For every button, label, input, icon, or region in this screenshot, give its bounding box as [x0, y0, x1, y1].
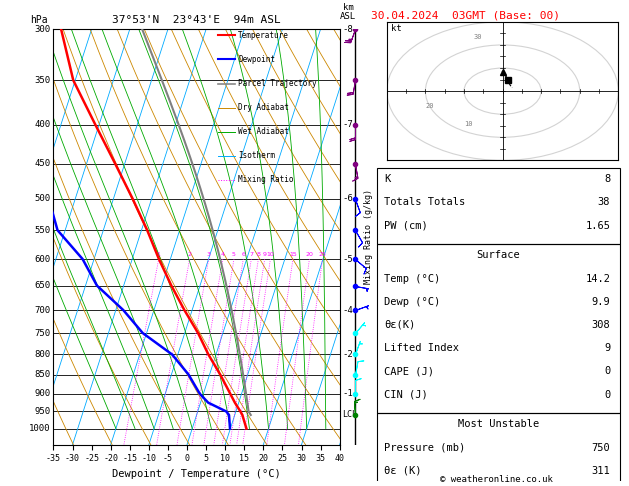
Text: 5: 5 [232, 252, 236, 257]
Text: 4: 4 [221, 252, 225, 257]
Text: 350: 350 [35, 76, 50, 85]
Text: -7: -7 [343, 120, 353, 129]
Text: hPa: hPa [31, 15, 48, 25]
Text: CIN (J): CIN (J) [384, 390, 428, 399]
Text: 9: 9 [604, 343, 610, 353]
Text: Temperature: Temperature [238, 31, 289, 40]
Text: θε (K): θε (K) [384, 466, 421, 476]
Text: 0: 0 [604, 390, 610, 399]
Text: LCL: LCL [343, 411, 357, 419]
Text: Parcel Trajectory: Parcel Trajectory [238, 79, 316, 88]
Text: 8: 8 [604, 174, 610, 184]
Text: 9: 9 [263, 252, 267, 257]
Text: Isotherm: Isotherm [238, 152, 275, 160]
Text: 1000: 1000 [29, 424, 50, 433]
Text: 30.04.2024  03GMT (Base: 00): 30.04.2024 03GMT (Base: 00) [371, 11, 560, 21]
Text: Dry Adiabat: Dry Adiabat [238, 103, 289, 112]
Text: 750: 750 [35, 329, 50, 338]
X-axis label: Dewpoint / Temperature (°C): Dewpoint / Temperature (°C) [112, 469, 281, 479]
Text: 0: 0 [604, 366, 610, 377]
Text: Most Unstable: Most Unstable [458, 419, 539, 429]
Text: CAPE (J): CAPE (J) [384, 366, 434, 377]
Text: Dewp (°C): Dewp (°C) [384, 297, 440, 307]
Text: 800: 800 [35, 350, 50, 359]
Text: © weatheronline.co.uk: © weatheronline.co.uk [440, 474, 554, 484]
Text: 20: 20 [306, 252, 313, 257]
Text: 400: 400 [35, 120, 50, 129]
Text: 1.65: 1.65 [586, 221, 610, 231]
Text: 7: 7 [249, 252, 253, 257]
Text: 450: 450 [35, 159, 50, 168]
Text: Pressure (mb): Pressure (mb) [384, 443, 465, 452]
Text: 850: 850 [35, 370, 50, 379]
Text: Wet Adiabat: Wet Adiabat [238, 127, 289, 136]
Text: 10: 10 [267, 252, 274, 257]
Text: 650: 650 [35, 281, 50, 290]
Text: 900: 900 [35, 389, 50, 398]
Text: Surface: Surface [477, 250, 520, 260]
Text: θε(K): θε(K) [384, 320, 415, 330]
Text: Lifted Index: Lifted Index [384, 343, 459, 353]
Text: 38: 38 [598, 197, 610, 208]
Text: K: K [384, 174, 391, 184]
Text: Temp (°C): Temp (°C) [384, 274, 440, 283]
Text: 750: 750 [591, 443, 610, 452]
Text: 20: 20 [425, 104, 434, 109]
Text: PW (cm): PW (cm) [384, 221, 428, 231]
Text: 30: 30 [474, 34, 482, 40]
Text: 14.2: 14.2 [586, 274, 610, 283]
Text: 550: 550 [35, 226, 50, 235]
Text: 9.9: 9.9 [591, 297, 610, 307]
Text: -1: -1 [343, 389, 353, 398]
Text: -2: -2 [343, 350, 353, 359]
Text: 600: 600 [35, 255, 50, 263]
Text: 37°53'N  23°43'E  94m ASL: 37°53'N 23°43'E 94m ASL [112, 15, 281, 25]
Text: 15: 15 [289, 252, 297, 257]
Text: 950: 950 [35, 407, 50, 416]
Text: 2: 2 [187, 252, 192, 257]
Text: 10: 10 [464, 121, 472, 127]
Text: Dewpoint: Dewpoint [238, 55, 275, 64]
Text: Totals Totals: Totals Totals [384, 197, 465, 208]
Text: -5: -5 [343, 255, 353, 263]
Text: kt: kt [391, 24, 401, 33]
Text: -6: -6 [343, 194, 353, 203]
Text: 700: 700 [35, 306, 50, 315]
Text: 500: 500 [35, 194, 50, 203]
Text: 3: 3 [207, 252, 211, 257]
Text: 300: 300 [35, 25, 50, 34]
Text: 6: 6 [242, 252, 245, 257]
Text: -8: -8 [343, 25, 353, 34]
Text: Mixing Ratio (g/kg): Mixing Ratio (g/kg) [364, 190, 373, 284]
Text: 1: 1 [157, 252, 160, 257]
Text: 308: 308 [591, 320, 610, 330]
Text: 8: 8 [257, 252, 260, 257]
Text: Mixing Ratio: Mixing Ratio [238, 175, 294, 185]
Text: -4: -4 [343, 306, 353, 315]
Text: km
ASL: km ASL [340, 3, 356, 21]
Text: 25: 25 [318, 252, 326, 257]
Text: 311: 311 [591, 466, 610, 476]
